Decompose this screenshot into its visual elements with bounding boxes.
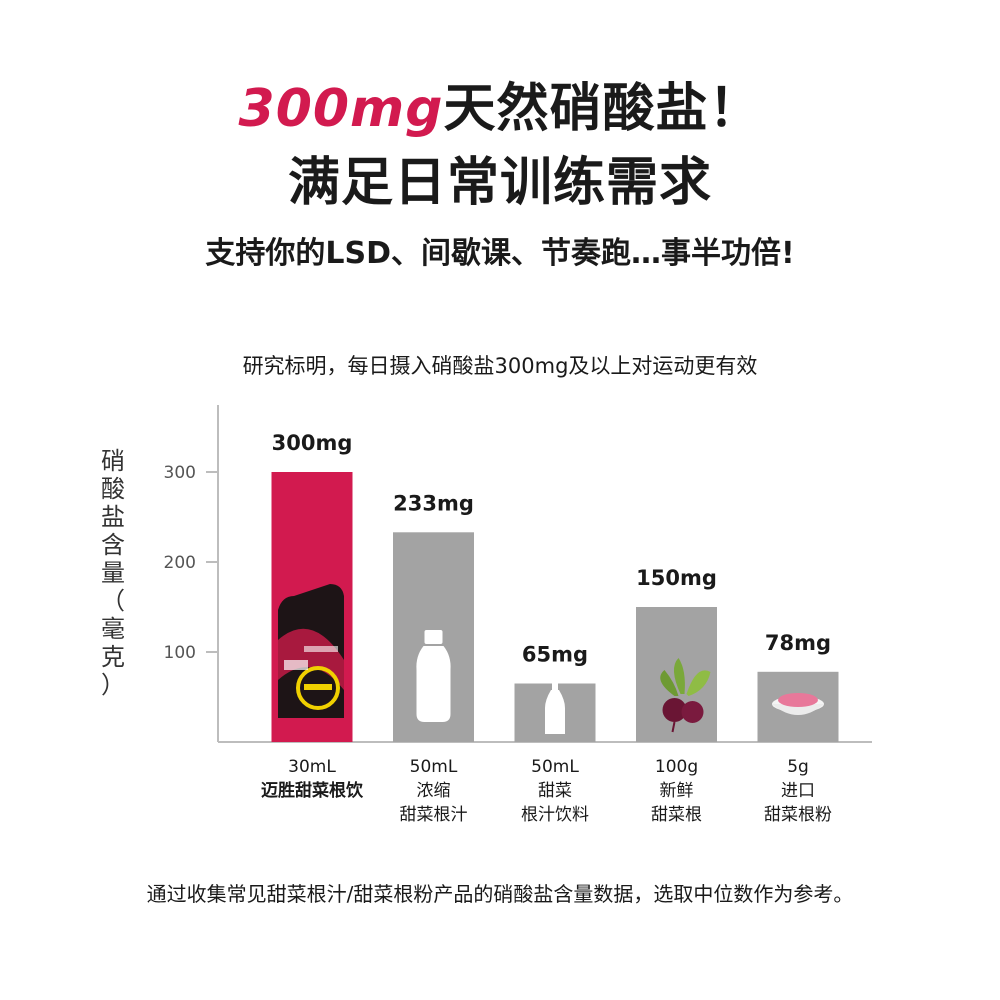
headline-line-1-rest: 天然硝酸盐！: [443, 79, 762, 139]
x-category-label-2: 甜菜根: [651, 805, 702, 825]
y-axis-label-char: 酸: [101, 475, 125, 503]
footer-note: 通过收集常见甜菜根汁/甜菜根粉产品的硝酸盐含量数据，选取中位数作为参考。: [146, 882, 854, 906]
x-category-label-2: 根汁饮料: [521, 805, 589, 825]
y-axis-label-char: （: [101, 587, 125, 615]
y-axis-label-char: 盐: [101, 503, 125, 531]
x-category-amount: 50mL: [531, 757, 579, 777]
bar-data-label: 78mg: [765, 631, 831, 655]
x-category-amount: 100g: [655, 757, 698, 777]
bar-data-label: 300mg: [272, 431, 353, 455]
x-category-label: 浓缩: [417, 781, 451, 801]
y-axis-label-char: 硝: [101, 447, 125, 475]
y-tick-label: 200: [164, 553, 196, 573]
y-axis-label-char: ）: [101, 671, 125, 699]
bar-data-label: 150mg: [636, 566, 717, 590]
y-axis-label-char: 量: [101, 559, 125, 587]
y-tick-label: 100: [164, 643, 196, 663]
subtitle: 支持你的LSD、间歇课、节奏跑…事半功倍!: [205, 236, 795, 271]
drink-bottle-icon: [545, 682, 565, 734]
y-tick-label: 300: [164, 463, 196, 483]
juice-bottle-icon: [416, 630, 451, 722]
bar-data-label: 65mg: [522, 643, 588, 667]
headline-line-1: 300mg天然硝酸盐！: [0, 66, 1000, 141]
x-category-label-2: 甜菜根汁: [400, 805, 468, 825]
x-category-label: 新鲜: [660, 781, 694, 801]
x-category-label: 甜菜: [538, 781, 572, 801]
y-axis-label: 硝酸盐含量（毫克）: [98, 447, 128, 699]
powder-bowl-icon: [772, 693, 824, 715]
y-axis-label-char: 毫: [101, 615, 125, 643]
x-category-amount: 5g: [787, 757, 809, 777]
beetroot-icon: [660, 658, 711, 733]
y-axis-label-char: 含: [101, 531, 125, 559]
beet-gel-pouch-icon: [278, 584, 344, 718]
x-category-label: 迈胜甜菜根饮: [261, 780, 364, 801]
x-category-amount: 30mL: [288, 757, 336, 777]
chart-note: 研究标明，每日摄入硝酸盐300mg及以上对运动更有效: [242, 354, 758, 378]
x-category-amount: 50mL: [410, 757, 458, 777]
x-category-label: 进口: [781, 781, 815, 801]
headline-accent: 300mg: [238, 79, 444, 139]
x-category-label-2: 甜菜根粉: [764, 805, 832, 825]
y-axis-label-char: 克: [101, 643, 125, 671]
bar-data-label: 233mg: [393, 491, 474, 515]
headline-line-2: 满足日常训练需求: [287, 153, 712, 213]
